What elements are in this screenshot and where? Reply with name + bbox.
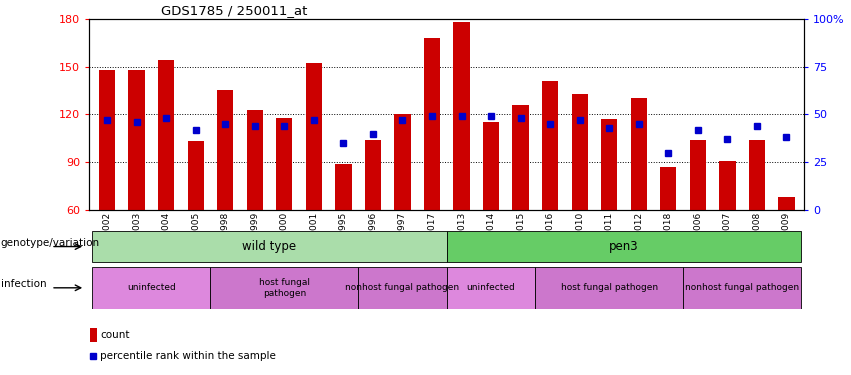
Bar [129, 70, 145, 210]
Bar [631, 99, 647, 210]
Bar [277, 118, 293, 210]
Bar [542, 81, 558, 210]
Text: count: count [100, 330, 129, 340]
Bar [512, 105, 528, 210]
Bar [187, 141, 204, 210]
Text: pen3: pen3 [609, 240, 639, 253]
Bar [158, 60, 174, 210]
Bar [483, 122, 500, 210]
Bar [535, 267, 683, 309]
Text: host fungal pathogen: host fungal pathogen [561, 284, 658, 292]
Text: uninfected: uninfected [466, 284, 516, 292]
Bar [217, 90, 233, 210]
Bar [683, 267, 802, 309]
Text: host fungal
pathogen: host fungal pathogen [259, 278, 310, 297]
Bar [660, 167, 677, 210]
Bar [719, 160, 735, 210]
Bar [365, 140, 381, 210]
Bar [779, 197, 795, 210]
Bar [454, 22, 470, 210]
Text: wild type: wild type [243, 240, 297, 253]
Bar [99, 70, 115, 210]
Text: genotype/variation: genotype/variation [1, 238, 100, 248]
Bar [90, 328, 97, 342]
Bar [394, 114, 410, 210]
Text: nonhost fungal pathogen: nonhost fungal pathogen [685, 284, 799, 292]
Text: infection: infection [1, 279, 47, 289]
Bar [572, 94, 588, 210]
Bar [447, 231, 802, 262]
Text: nonhost fungal pathogen: nonhost fungal pathogen [346, 284, 460, 292]
Bar [210, 267, 358, 309]
Bar [92, 267, 210, 309]
Text: GDS1785 / 250011_at: GDS1785 / 250011_at [161, 4, 307, 17]
Bar [92, 231, 447, 262]
Bar [749, 140, 765, 210]
Bar [335, 164, 351, 210]
Bar [358, 267, 447, 309]
Bar [247, 110, 263, 210]
Bar [447, 267, 535, 309]
Bar [306, 63, 322, 210]
Bar [689, 140, 706, 210]
Bar [601, 119, 617, 210]
Text: percentile rank within the sample: percentile rank within the sample [100, 351, 276, 361]
Bar [424, 38, 440, 210]
Text: uninfected: uninfected [127, 284, 176, 292]
